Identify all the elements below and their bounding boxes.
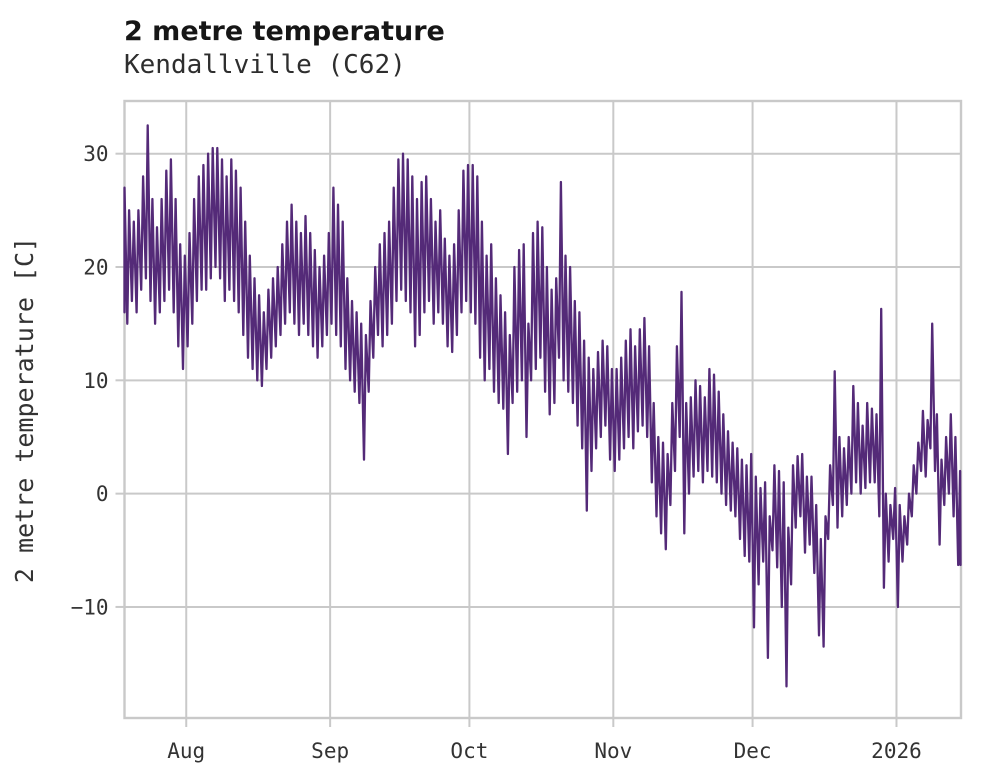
y-tick-label: −10 xyxy=(71,595,109,619)
y-tick-label: 10 xyxy=(83,369,108,393)
temperature-line xyxy=(123,124,962,688)
x-tick-label: Aug xyxy=(167,739,205,763)
x-tick-label: Dec xyxy=(734,739,772,763)
x-tick-label: Sep xyxy=(311,739,349,763)
y-tick-label: 30 xyxy=(83,142,108,166)
y-tick-label: 0 xyxy=(96,482,109,506)
chart-title: 2 metre temperature xyxy=(124,16,445,47)
x-tick-label: Oct xyxy=(450,739,488,763)
y-tick-label: 20 xyxy=(83,256,108,280)
y-axis-label: 2 metre temperature [C] xyxy=(10,237,39,583)
plot-frame xyxy=(123,99,963,720)
x-tick-label: Nov xyxy=(594,739,632,763)
chart-subtitle: Kendallville (C62) xyxy=(124,50,406,80)
x-tick-label: 2026 xyxy=(871,739,922,763)
